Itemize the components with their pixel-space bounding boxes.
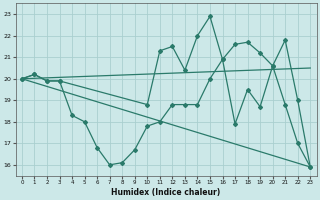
X-axis label: Humidex (Indice chaleur): Humidex (Indice chaleur) xyxy=(111,188,221,197)
